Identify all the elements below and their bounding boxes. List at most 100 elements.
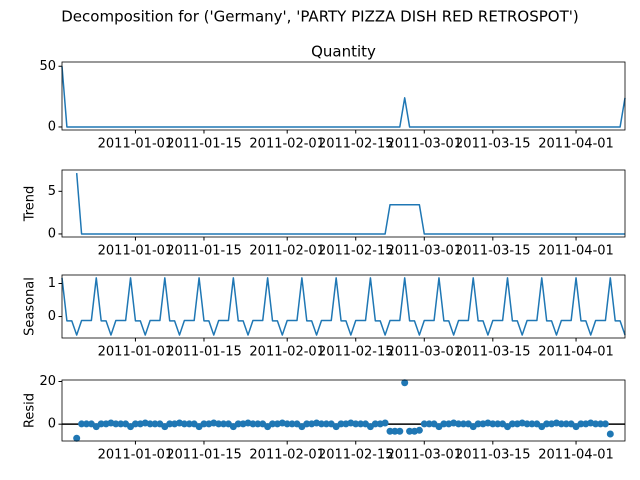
point — [322, 420, 330, 428]
x-tick-label: 2011-03-15 — [455, 244, 531, 259]
point — [455, 420, 463, 428]
y-axis-label: Trend — [23, 186, 38, 223]
point — [269, 420, 277, 428]
point — [597, 420, 605, 428]
point — [386, 427, 394, 435]
x-tick-label: 2011-01-15 — [166, 244, 242, 259]
point — [73, 434, 81, 442]
axes-frame — [61, 61, 626, 131]
y-tick-label: 0 — [48, 417, 56, 432]
point — [528, 420, 536, 428]
point — [420, 420, 428, 428]
y-tick-label: 20 — [39, 374, 56, 389]
point — [146, 420, 154, 428]
point — [601, 420, 609, 428]
x-tick-label: 2011-02-15 — [318, 345, 394, 360]
line — [61, 66, 626, 128]
x-tick-label: 2011-03-01 — [386, 244, 462, 259]
x-tick-label: 2011-03-01 — [386, 345, 462, 360]
x-tick-label: 2011-01-01 — [98, 137, 174, 152]
x-tick-label: 2011-01-01 — [98, 448, 174, 463]
x-tick-label: 2011-03-15 — [455, 448, 531, 463]
y-tick-label: 0 — [48, 119, 56, 134]
point — [254, 420, 262, 428]
point — [220, 420, 228, 428]
point — [415, 426, 423, 434]
x-tick-label: 2011-01-15 — [166, 448, 242, 463]
point — [131, 420, 139, 428]
x-tick-label: 2011-02-01 — [249, 448, 325, 463]
point — [249, 420, 257, 428]
point — [401, 379, 409, 387]
panel-title: Quantity — [311, 43, 376, 61]
x-tick-label: 2011-04-01 — [538, 448, 614, 463]
point — [425, 420, 433, 428]
point — [557, 420, 565, 428]
point — [371, 420, 379, 428]
x-tick-label: 2011-04-01 — [538, 137, 614, 152]
axes-frame — [61, 274, 626, 339]
x-tick-label: 2011-01-01 — [98, 244, 174, 259]
x-tick-label: 2011-01-15 — [166, 137, 242, 152]
y-axis-label: Seasonal — [23, 277, 38, 336]
point — [78, 420, 86, 428]
x-tick-label: 2011-03-15 — [455, 345, 531, 360]
point — [185, 420, 193, 428]
point — [317, 420, 325, 428]
point — [381, 419, 389, 427]
x-tick-label: 2011-03-01 — [386, 448, 462, 463]
x-tick-label: 2011-04-01 — [538, 345, 614, 360]
x-tick-label: 2011-04-01 — [538, 244, 614, 259]
y-tick-label: 0 — [48, 309, 56, 324]
point — [391, 427, 399, 435]
x-tick-label: 2011-01-15 — [166, 345, 242, 360]
y-tick-label: 50 — [39, 59, 56, 74]
y-tick-label: 5 — [48, 184, 56, 199]
point — [337, 420, 345, 428]
y-tick-label: 0 — [48, 226, 56, 241]
point — [523, 420, 531, 428]
point — [151, 420, 159, 428]
point — [82, 420, 90, 428]
point — [112, 420, 120, 428]
point — [606, 430, 614, 438]
point — [494, 420, 502, 428]
point — [440, 420, 448, 428]
figure-title: Decomposition for ('Germany', 'PARTY PIZ… — [61, 8, 578, 26]
point — [117, 420, 125, 428]
x-tick-label: 2011-02-01 — [249, 244, 325, 259]
point — [406, 427, 414, 435]
point — [592, 420, 600, 428]
y-axis-label: Resid — [23, 393, 38, 428]
axes-frame — [61, 379, 626, 442]
point — [303, 420, 311, 428]
line — [61, 277, 626, 336]
x-tick-label: 2011-02-15 — [318, 448, 394, 463]
point — [97, 420, 105, 428]
point — [357, 420, 365, 428]
x-tick-label: 2011-02-15 — [318, 137, 394, 152]
point — [508, 420, 516, 428]
point — [489, 420, 497, 428]
point — [459, 420, 467, 428]
point — [200, 420, 208, 428]
point — [474, 420, 482, 428]
axes-frame — [61, 169, 626, 238]
line — [75, 173, 625, 235]
point — [283, 420, 291, 428]
point — [215, 420, 223, 428]
x-tick-label: 2011-02-15 — [318, 244, 394, 259]
point — [352, 420, 360, 428]
x-tick-label: 2011-01-01 — [98, 345, 174, 360]
point — [234, 420, 242, 428]
point — [562, 420, 570, 428]
point — [396, 427, 404, 435]
point — [166, 420, 174, 428]
y-tick-label: 1 — [48, 276, 56, 291]
x-tick-label: 2011-02-01 — [249, 345, 325, 360]
point — [288, 420, 296, 428]
point — [180, 420, 188, 428]
x-tick-label: 2011-02-01 — [249, 137, 325, 152]
point — [543, 420, 551, 428]
